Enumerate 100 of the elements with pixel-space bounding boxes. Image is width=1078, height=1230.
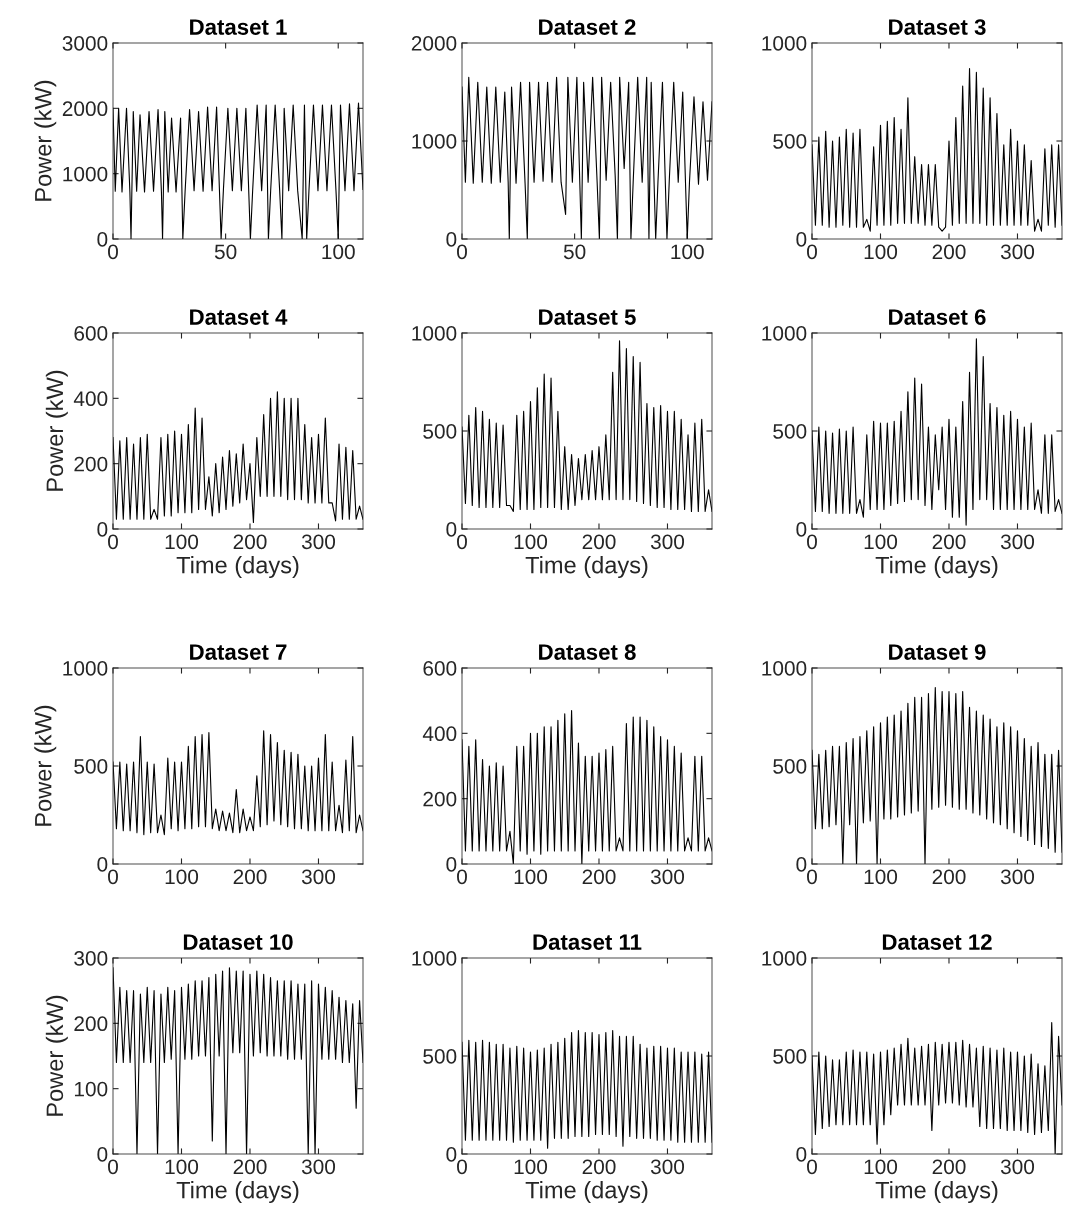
chart-title: Dataset 9 <box>889 644 986 660</box>
chart-title: Dataset 11 <box>533 934 642 950</box>
x-tick-label: 100 <box>514 869 548 885</box>
y-tick-label: 0 <box>796 1147 807 1162</box>
x-axis-title: Time (days) <box>525 1181 648 1204</box>
x-tick-label: 100 <box>165 869 199 885</box>
y-tick-label: 1000 <box>412 134 457 149</box>
y-tick-label: 1000 <box>762 951 807 966</box>
x-tick-label: 300 <box>301 869 336 885</box>
y-tick-label: 400 <box>422 726 457 742</box>
chart-title: Dataset 5 <box>539 309 636 325</box>
x-axis-title: Time (days) <box>875 1181 998 1204</box>
y-tick-label: 1000 <box>762 326 807 341</box>
x-tick-label: 200 <box>932 869 966 885</box>
x-tick-label: 300 <box>301 1159 336 1175</box>
y-axis-title: Power (kW) <box>45 370 68 491</box>
y-tick-label: 2000 <box>411 36 457 51</box>
y-tick-label: 1000 <box>762 36 807 51</box>
y-tick-label: 0 <box>97 522 108 537</box>
y-tick-label: 500 <box>773 1049 807 1064</box>
x-tick-label: 100 <box>165 1159 199 1175</box>
x-tick-label: 0 <box>457 244 467 260</box>
x-tick-label: 200 <box>932 1159 966 1175</box>
x-tick-label: 100 <box>864 1159 898 1175</box>
line-series <box>113 730 363 836</box>
x-tick-label: 200 <box>233 1159 267 1175</box>
x-tick-label: 50 <box>214 244 237 260</box>
x-tick-label: 100 <box>165 534 199 550</box>
y-tick-label: 600 <box>74 326 108 341</box>
y-tick-label: 500 <box>773 424 807 439</box>
x-tick-label: 0 <box>457 1159 467 1175</box>
x-tick-label: 0 <box>457 869 467 885</box>
y-tick-label: 1000 <box>63 661 108 676</box>
y-tick-label: 100 <box>74 1081 108 1097</box>
chart-title: Dataset 6 <box>889 309 986 325</box>
y-tick-label: 2000 <box>62 101 108 117</box>
y-tick-label: 500 <box>74 759 108 774</box>
y-tick-label: 0 <box>97 857 108 872</box>
y-tick-label: 500 <box>773 759 807 774</box>
x-tick-label: 200 <box>582 534 616 550</box>
x-tick-label: 200 <box>932 244 966 260</box>
chart-title: Dataset 7 <box>190 644 287 660</box>
y-tick-label: 1000 <box>762 661 807 676</box>
x-tick-label: 50 <box>563 244 586 260</box>
chart-title: Dataset 3 <box>889 19 986 35</box>
y-tick-label: 0 <box>446 522 457 537</box>
y-tick-label: 400 <box>73 391 108 407</box>
x-tick-label: 200 <box>233 534 267 550</box>
chart-title: Dataset 4 <box>190 309 288 325</box>
x-tick-label: 300 <box>650 869 685 885</box>
x-tick-label: 0 <box>108 869 118 885</box>
x-tick-label: 300 <box>301 534 336 550</box>
x-tick-label: 300 <box>1000 1159 1035 1175</box>
y-tick-label: 0 <box>446 232 457 247</box>
chart-title: Dataset 2 <box>539 19 636 35</box>
line-series <box>462 1029 712 1149</box>
x-tick-label: 200 <box>582 869 616 885</box>
x-tick-label: 100 <box>514 1159 548 1175</box>
x-tick-label: 200 <box>582 1159 616 1175</box>
y-tick-label: 0 <box>446 857 457 872</box>
x-tick-label: 0 <box>807 869 817 885</box>
chart-title: Dataset 12 <box>882 934 992 950</box>
x-tick-label: 100 <box>671 244 704 260</box>
line-series <box>812 67 1062 232</box>
y-tick-label: 3000 <box>62 36 108 51</box>
x-axis-title: Time (days) <box>176 556 299 579</box>
x-tick-label: 100 <box>864 534 898 550</box>
y-tick-label: 200 <box>74 1016 108 1032</box>
chart-title: Dataset 10 <box>183 934 293 950</box>
x-tick-label: 200 <box>932 534 966 550</box>
y-tick-label: 500 <box>423 1049 457 1064</box>
x-tick-label: 100 <box>864 244 898 260</box>
y-tick-label: 0 <box>796 857 807 872</box>
y-tick-label: 200 <box>423 791 457 807</box>
y-tick-label: 0 <box>796 232 807 247</box>
x-axis-title: Time (days) <box>176 1181 299 1204</box>
y-tick-label: 1000 <box>412 951 457 966</box>
line-series <box>113 391 363 524</box>
chart-title: Dataset 1 <box>190 19 287 35</box>
x-axis-title: Time (days) <box>525 556 648 579</box>
x-tick-label: 0 <box>108 1159 118 1175</box>
x-tick-label: 0 <box>108 244 118 260</box>
x-axis-title: Time (days) <box>875 556 998 579</box>
y-tick-label: 0 <box>97 232 108 247</box>
y-tick-label: 1000 <box>63 166 108 182</box>
x-tick-label: 100 <box>322 244 355 260</box>
y-tick-label: 500 <box>423 424 457 439</box>
line-series <box>462 340 712 512</box>
y-tick-label: 600 <box>423 661 457 676</box>
x-tick-label: 0 <box>457 534 467 550</box>
x-tick-label: 300 <box>650 534 685 550</box>
line-series <box>812 338 1062 526</box>
x-tick-label: 0 <box>108 534 118 550</box>
y-tick-label: 0 <box>446 1147 457 1162</box>
x-tick-label: 300 <box>1000 534 1035 550</box>
x-tick-label: 0 <box>807 244 817 260</box>
y-axis-title: Power (kW) <box>34 705 57 826</box>
chart-title: Dataset 8 <box>539 644 636 660</box>
y-tick-label: 0 <box>796 522 807 537</box>
x-tick-label: 0 <box>807 534 817 550</box>
